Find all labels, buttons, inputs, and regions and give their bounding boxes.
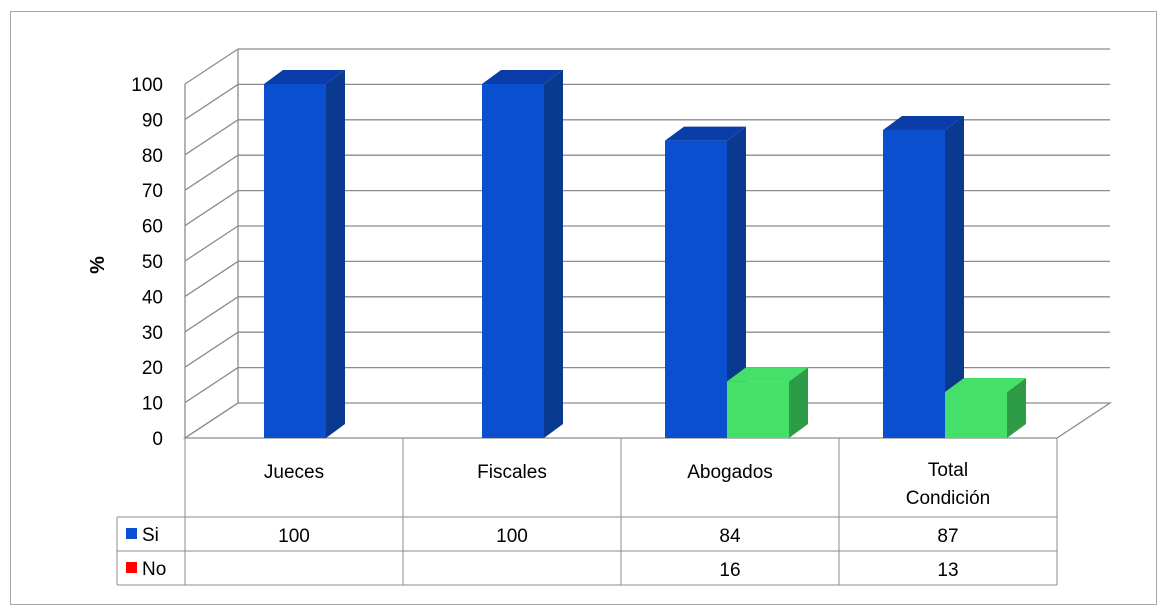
y-tick-label: 90: [142, 110, 163, 131]
legend-label-no: No: [142, 559, 166, 580]
bar-si-side: [945, 116, 964, 439]
bar-si-side: [727, 126, 746, 438]
gridline-side: [184, 190, 239, 227]
gridline-side: [184, 331, 239, 368]
category-label: Condición: [906, 488, 991, 509]
bar-no: [727, 381, 789, 438]
y-tick-label: 60: [142, 217, 163, 238]
y-tick-label: 70: [142, 181, 163, 202]
gridline-side: [184, 260, 239, 297]
data-label-si: 100: [496, 526, 528, 547]
bar-si: [264, 84, 326, 438]
chart-frame: [10, 11, 1157, 605]
y-tick-label: 0: [152, 429, 163, 450]
bar-si: [482, 84, 544, 438]
bar-si-side: [544, 70, 563, 438]
gridline-side: [184, 154, 239, 191]
gridline-side: [184, 296, 239, 333]
legend-label-si: Si: [142, 525, 159, 546]
legend-key-no: [126, 562, 137, 573]
legend-key-si: [126, 528, 137, 539]
bar-no: [945, 391, 1007, 438]
category-label: Fiscales: [477, 462, 547, 483]
y-tick-label: 20: [142, 358, 163, 379]
y-tick-label: 10: [142, 394, 163, 415]
category-label: Jueces: [264, 462, 324, 483]
bar-si-top: [264, 70, 345, 84]
data-label-si: 84: [719, 526, 741, 547]
y-tick-label: 80: [142, 146, 163, 167]
data-label-no: 13: [937, 560, 958, 581]
y-tick-label: 30: [142, 323, 163, 344]
gridline-side: [184, 225, 239, 262]
y-axis-title: %: [87, 256, 109, 274]
bar-si-top: [883, 116, 964, 131]
bar-si: [883, 130, 945, 438]
data-label-si: 87: [937, 526, 958, 547]
category-label: Abogados: [687, 462, 773, 483]
y-tick-label: 100: [131, 75, 163, 96]
y-tick-label: 40: [142, 287, 163, 308]
data-label-no: 16: [719, 560, 740, 581]
gridline-side: [184, 367, 239, 404]
gridline-side: [184, 119, 239, 156]
bar-no-top: [945, 377, 1026, 392]
bar-si-side: [326, 70, 345, 438]
bar-no-side: [1007, 377, 1026, 438]
bar-si: [665, 140, 727, 438]
bar-no-top: [727, 367, 808, 382]
bar-si-top: [665, 126, 746, 141]
bar-si-top: [482, 70, 563, 84]
gridline-side: [184, 83, 239, 120]
gridline-side: [184, 48, 239, 85]
category-label: Total: [928, 460, 968, 481]
y-tick-label: 50: [142, 252, 163, 273]
bar-no-side: [789, 367, 808, 438]
data-label-si: 100: [278, 526, 310, 547]
